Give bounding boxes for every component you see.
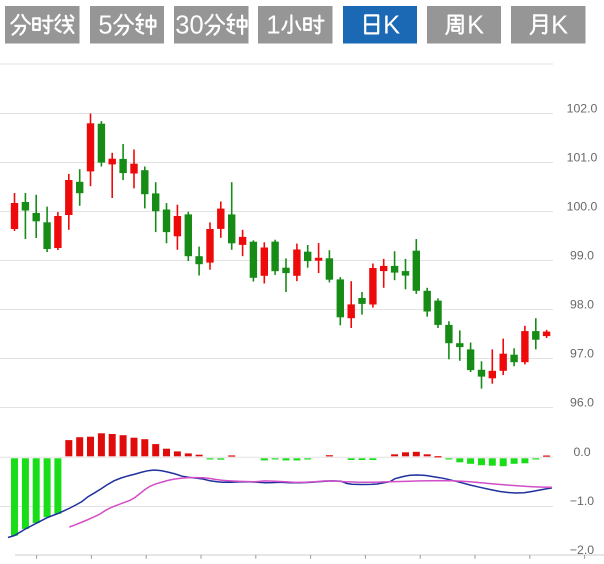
svg-text:96.0: 96.0	[570, 396, 594, 410]
svg-text:100.0: 100.0	[567, 200, 598, 214]
svg-text:−1.0: −1.0	[570, 494, 594, 508]
svg-text:102.0: 102.0	[567, 102, 598, 116]
svg-text:97.0: 97.0	[570, 347, 594, 361]
svg-text:−2.0: −2.0	[570, 543, 594, 557]
svg-text:99.0: 99.0	[570, 249, 594, 263]
svg-text:30: 30	[175, 12, 203, 40]
svg-text:0.0: 0.0	[573, 445, 590, 459]
svg-text:K: K	[467, 12, 484, 40]
svg-text:98.0: 98.0	[570, 298, 594, 312]
svg-text:K: K	[383, 12, 400, 40]
svg-text:101.0: 101.0	[567, 151, 598, 165]
svg-text:1: 1	[267, 12, 281, 40]
svg-text:K: K	[551, 12, 568, 40]
svg-text:5: 5	[98, 12, 112, 40]
